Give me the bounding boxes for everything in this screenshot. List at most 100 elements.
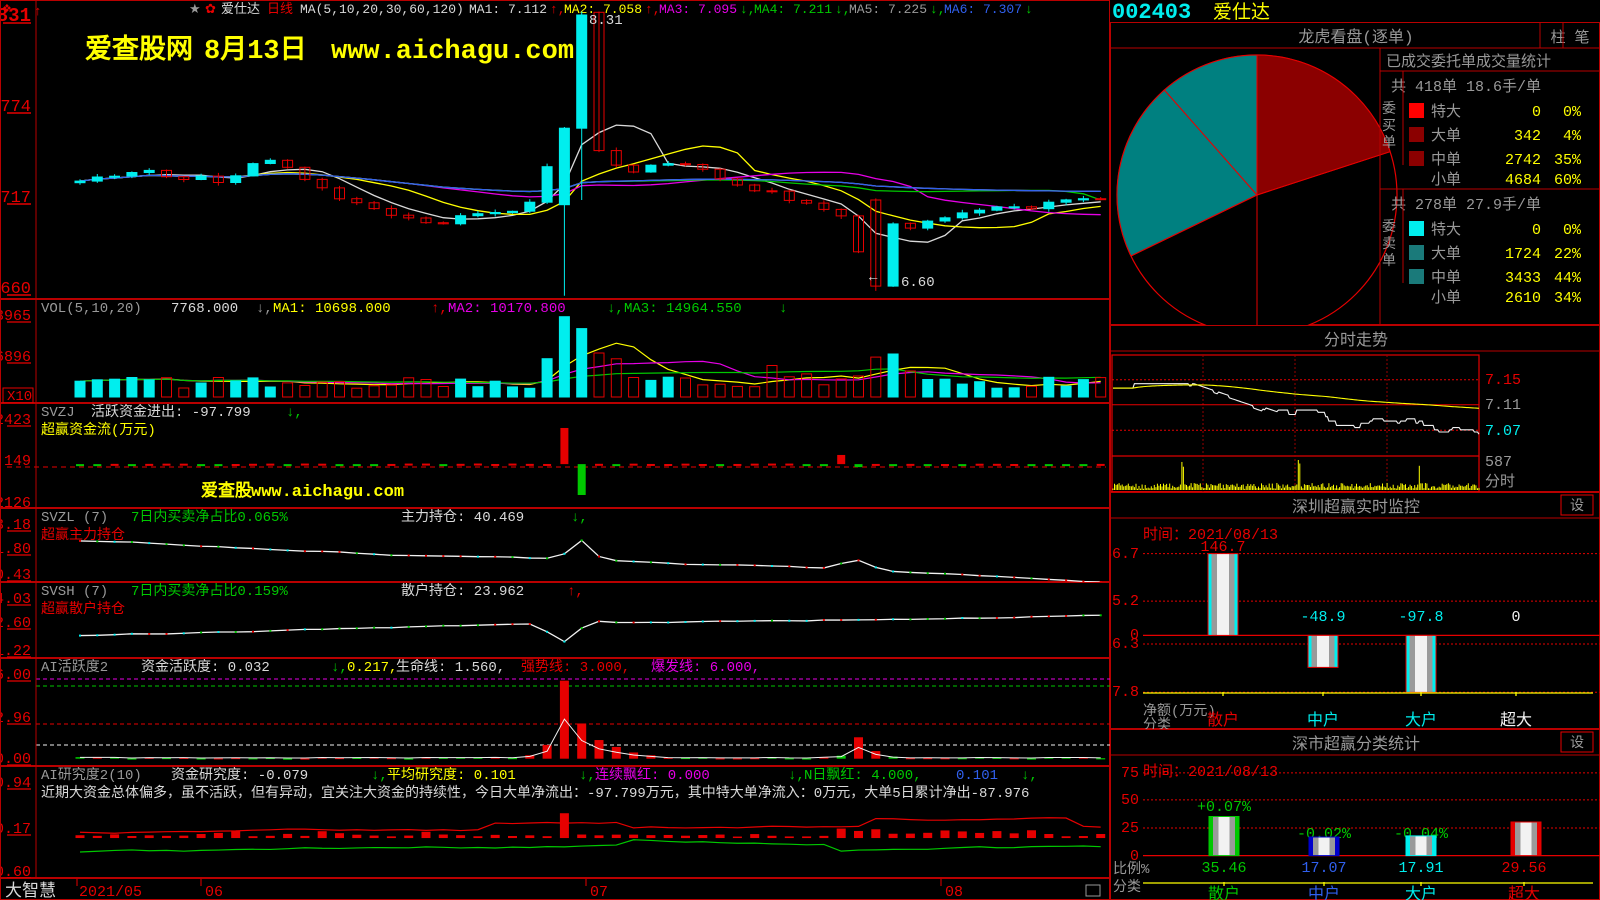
svg-text:★: ★ — [189, 2, 201, 17]
svg-text:7768.000: 7768.000 — [171, 301, 238, 317]
svg-text:N日飘红: 4.000,: N日飘红: 4.000, — [804, 767, 922, 784]
svg-text:MA(5,10,20,30,60,120): MA(5,10,20,30,60,120) — [300, 2, 464, 17]
svg-text:MA5: 7.225: MA5: 7.225 — [849, 2, 927, 17]
svg-text:小单: 小单 — [1431, 171, 1461, 189]
svg-text:超大: 超大 — [1508, 885, 1540, 900]
svg-text:大户: 大户 — [1405, 711, 1437, 730]
svg-text:↓,: ↓, — [579, 768, 596, 784]
svg-text:←: ← — [869, 270, 878, 286]
svg-text:日线: 日线 — [267, 2, 293, 17]
svg-text:-97.8: -97.8 — [1111, 684, 1139, 701]
svg-text:0.217,: 0.217, — [347, 660, 397, 676]
svg-text:774: 774 — [1, 98, 31, 117]
svg-text:委: 委 — [1382, 219, 1396, 236]
svg-text:4%: 4% — [1563, 128, 1582, 145]
svg-text:中户: 中户 — [1307, 711, 1339, 730]
svg-text:共 278单 27.9手/单: 共 278单 27.9手/单 — [1391, 196, 1541, 214]
svg-text:中单: 中单 — [1431, 269, 1461, 287]
svg-text:146.7: 146.7 — [1111, 546, 1139, 563]
svg-text:↓: ↓ — [779, 301, 787, 317]
svg-text:342: 342 — [1514, 128, 1541, 145]
svg-text:X10: X10 — [7, 389, 32, 404]
svg-text:-97.8: -97.8 — [1398, 609, 1443, 626]
svg-text:MA3: 14964.550: MA3: 14964.550 — [624, 301, 742, 317]
svg-text:7.07: 7.07 — [1485, 423, 1521, 440]
svg-text:↓,: ↓, — [571, 510, 588, 526]
svg-text:www.aichagu.com: www.aichagu.com — [251, 483, 404, 502]
svg-text:笔: 笔 — [1574, 29, 1589, 47]
svg-text:龙虎看盘(逐单): 龙虎看盘(逐单) — [1298, 27, 1413, 47]
svg-text:8月13日: 8月13日 — [204, 35, 307, 67]
svg-text:↓,: ↓, — [331, 660, 348, 676]
svg-text:单: 单 — [1382, 135, 1396, 152]
svg-text:委: 委 — [1382, 101, 1396, 118]
svg-text:共 418单 18.6手/单: 共 418单 18.6手/单 — [1391, 78, 1541, 96]
svg-text:分时: 分时 — [1485, 473, 1515, 491]
svg-text:-0.60: -0.60 — [1, 864, 31, 879]
svg-text:买: 买 — [1382, 118, 1396, 135]
svg-text:-2126: -2126 — [1, 495, 31, 509]
svg-text:分类: 分类 — [1113, 879, 1141, 896]
svg-text:爆发线: 6.000,: 爆发线: 6.000, — [651, 659, 760, 676]
svg-text:SVSH (7): SVSH (7) — [41, 584, 108, 600]
svg-text:65.2: 65.2 — [1111, 593, 1139, 610]
svg-text:44%: 44% — [1554, 270, 1582, 287]
svg-text:大智慧: 大智慧 — [5, 881, 56, 900]
svg-text:1724: 1724 — [1505, 246, 1541, 263]
svg-text:0%: 0% — [1563, 104, 1582, 121]
svg-text:17.91: 17.91 — [1398, 860, 1443, 877]
svg-text:60%: 60% — [1554, 172, 1582, 189]
svg-text:www.aichagu.com: www.aichagu.com — [331, 37, 574, 67]
svg-text:17.07: 17.07 — [1301, 860, 1346, 877]
svg-text:002403: 002403 — [1112, 0, 1191, 22]
svg-text:连续飘红: 0.000: 连续飘红: 0.000 — [595, 767, 710, 784]
svg-text:特大: 特大 — [1431, 221, 1461, 239]
svg-text:散户: 散户 — [1207, 711, 1239, 730]
svg-text:0: 0 — [1532, 104, 1541, 121]
svg-text:SVZL (7): SVZL (7) — [41, 510, 108, 526]
svg-text:大单: 大单 — [1431, 245, 1461, 263]
svg-text:29.56: 29.56 — [1501, 860, 1546, 877]
svg-text:MA1: 7.112: MA1: 7.112 — [469, 2, 547, 17]
svg-text:中单: 中单 — [1431, 151, 1461, 169]
svg-text:大户: 大户 — [1405, 885, 1437, 900]
svg-text:4684: 4684 — [1505, 172, 1541, 189]
svg-text:↓,: ↓, — [607, 301, 624, 317]
svg-text:3433: 3433 — [1505, 270, 1541, 287]
svg-text:爱查股网: 爱查股网 — [85, 34, 193, 67]
svg-text:爱仕达: 爱仕达 — [221, 2, 260, 17]
svg-text:强势线: 3.000,: 强势线: 3.000, — [521, 659, 630, 676]
svg-text:6.60: 6.60 — [901, 275, 935, 291]
svg-text:717: 717 — [1, 189, 31, 208]
svg-text:活跃资金进出: -97.799: 活跃资金进出: -97.799 — [91, 404, 251, 421]
svg-text:↓: ↓ — [1025, 2, 1033, 17]
svg-text:卖: 卖 — [1382, 236, 1396, 253]
svg-text:↑,: ↑, — [431, 301, 448, 317]
svg-text:-16.3: -16.3 — [1111, 636, 1139, 653]
svg-text:↓,: ↓, — [1021, 768, 1038, 784]
svg-text:+0.07%: +0.07% — [1197, 799, 1252, 816]
svg-text:08: 08 — [945, 884, 963, 900]
svg-text:MA2: 10170.800: MA2: 10170.800 — [448, 301, 566, 317]
svg-text:MA6: 7.307: MA6: 7.307 — [944, 2, 1022, 17]
svg-text:7.11: 7.11 — [1485, 397, 1521, 414]
svg-text:时间：2021/08/13: 时间：2021/08/13 — [1143, 763, 1278, 781]
svg-text:爱仕达: 爱仕达 — [1213, 1, 1270, 22]
svg-text:VOL(5,10,20): VOL(5,10,20) — [41, 301, 142, 317]
svg-text:近期大资金总体偏多，虽不活跃，但有异动，宜关注大资金的持续性: 近期大资金总体偏多，虽不活跃，但有异动，宜关注大资金的持续性，今日大单净流出：-… — [41, 784, 1029, 802]
svg-text:0%: 0% — [1563, 222, 1582, 239]
svg-text:35%: 35% — [1554, 152, 1582, 169]
svg-text:2021/05: 2021/05 — [79, 884, 142, 900]
svg-text:-48.9: -48.9 — [1300, 609, 1345, 626]
svg-text:资金研究度: -0.079: 资金研究度: -0.079 — [171, 767, 308, 784]
svg-text:中户: 中户 — [1308, 885, 1340, 900]
svg-text:超大: 超大 — [1500, 711, 1532, 730]
svg-text:生命线: 1.560,: 生命线: 1.560, — [396, 659, 505, 676]
svg-text:大单: 大单 — [1431, 127, 1461, 145]
svg-text:设: 设 — [1570, 498, 1584, 515]
svg-text:50: 50 — [1121, 792, 1139, 809]
svg-text:SVZJ: SVZJ — [41, 405, 75, 421]
svg-text:已成交委托单成交量统计: 已成交委托单成交量统计 — [1386, 52, 1551, 71]
svg-text:7日内买卖净占比0.065%: 7日内买卖净占比0.065% — [131, 509, 288, 526]
svg-text:25: 25 — [1121, 820, 1139, 837]
